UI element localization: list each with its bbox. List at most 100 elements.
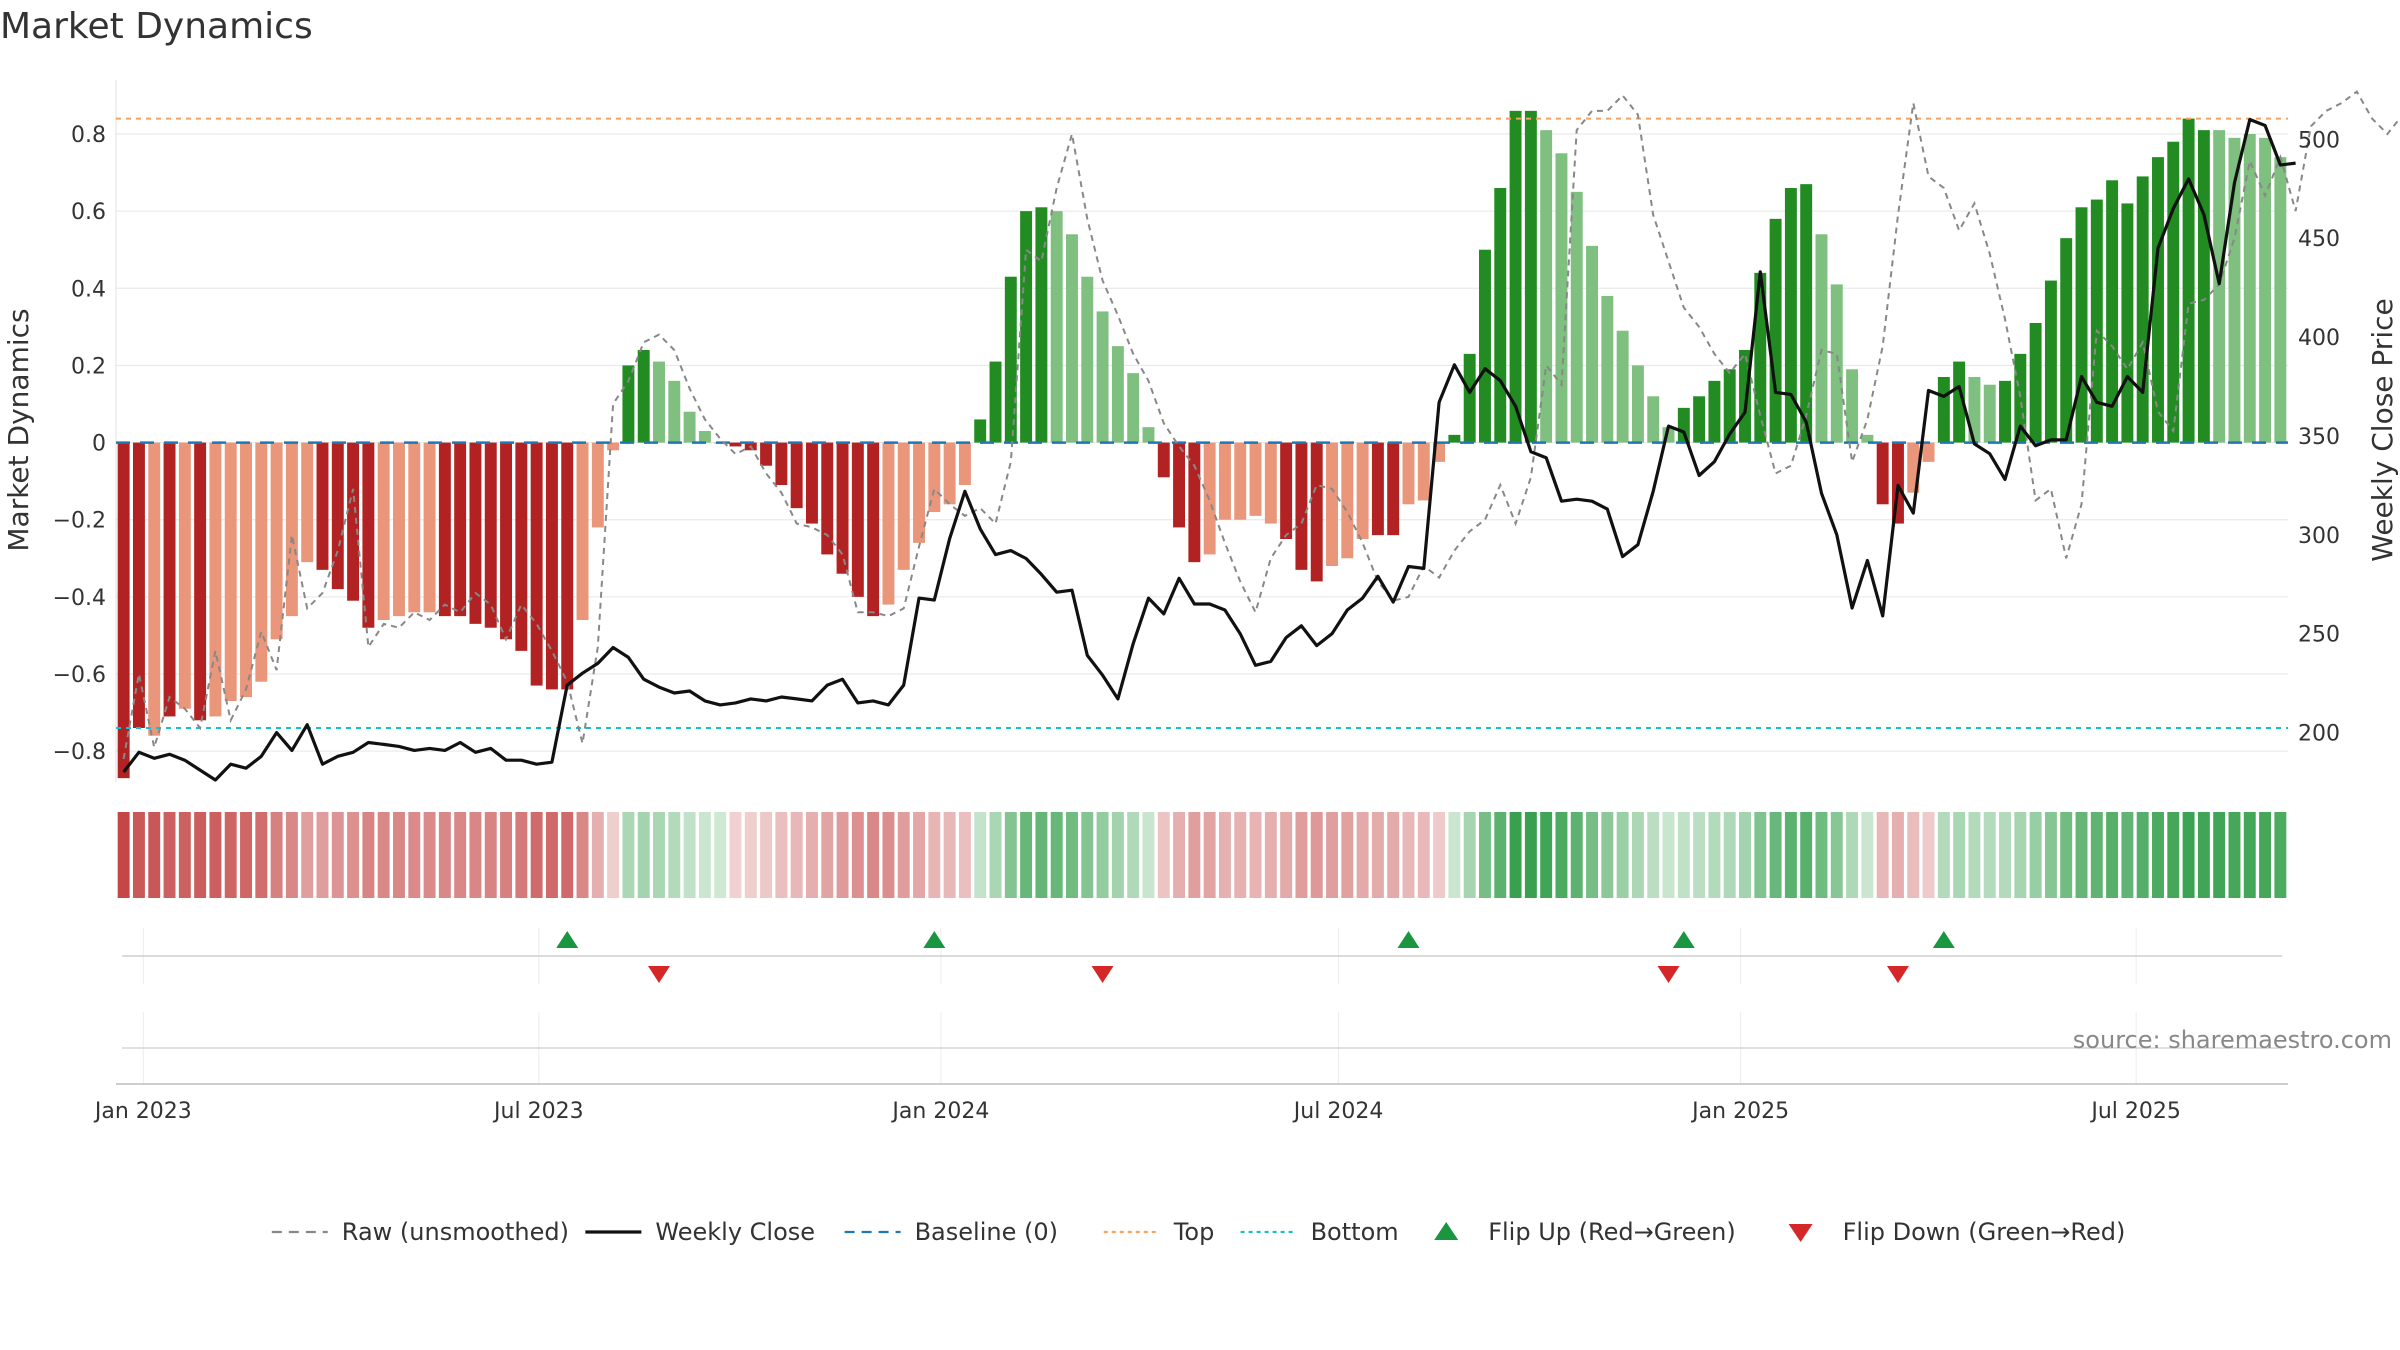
dynamics-bar [1570,191,1583,443]
regime-cell [438,812,451,898]
dynamics-bar [1509,110,1522,443]
legend-label: Raw (unsmoothed) [342,1218,569,1246]
left-tick-label: −0.6 [53,663,106,688]
regime-cell [698,812,711,898]
regime-cell [163,812,176,898]
flip-up-marker [556,931,579,948]
regime-cell [851,812,864,898]
dynamics-bar [148,442,161,736]
dynamics-bar [117,442,130,779]
dynamics-bar [1448,434,1461,443]
dynamics-bar [362,442,375,628]
dynamics-bar [500,442,513,640]
regime-cell [2167,812,2180,898]
regime-cell [285,812,298,898]
dynamics-bar [469,442,482,624]
regime-cell [1402,812,1415,898]
regime-cell [2090,812,2103,898]
right-tick-label: 400 [2298,326,2340,351]
regime-cell [2228,812,2241,898]
dynamics-bar [2167,141,2180,443]
regime-cell [637,812,650,898]
regime-cell [423,812,436,898]
dynamics-bar [653,361,665,443]
dynamics-bar [1861,434,1874,443]
regime-cell [1218,812,1231,898]
left-axis-title: Market Dynamics [2,308,35,551]
dynamics-bar [408,442,421,613]
dynamics-bar [347,442,360,601]
legend-swatch [1434,1222,1459,1240]
dynamics-bar [928,442,941,512]
regime-cell [500,812,513,898]
dynamics-bar [1188,442,1201,563]
regime-cell [1677,812,1690,898]
dynamics-bar [913,442,925,543]
regime-cell [653,812,665,898]
regime-cell [913,812,925,898]
dynamics-bar [2228,137,2241,443]
dynamics-bar [163,442,176,717]
regime-cell [1448,812,1461,898]
right-tick-label: 450 [2298,227,2340,252]
chart-title: Market Dynamics [0,6,313,47]
flip-down-marker [648,966,670,983]
regime-cell [821,812,834,898]
right-tick-label: 350 [2298,425,2340,450]
regime-cell [1754,812,1767,898]
dynamics-bar [2029,323,2042,443]
dynamics-bar [668,380,681,443]
regime-cell [607,812,620,898]
regime-cell [1708,812,1721,898]
dynamics-bar [1142,427,1155,443]
dynamics-bar [423,442,436,613]
dynamics-bar [683,411,696,443]
dynamics-bar [1402,442,1415,505]
legend-label: Weekly Close [655,1218,815,1246]
legend-item: Bottom [1240,1218,1399,1246]
flip-markers-panel [122,928,2282,984]
dynamics-bar [1830,284,1843,443]
regime-cell [882,812,895,898]
x-axis: Jan 2023 Jul 2023 Jan 2024 Jul 2024 Jan 2025… [93,1099,2181,1124]
dynamics-bar [1295,442,1308,570]
dynamics-bar [836,442,849,574]
regime-cell [1142,812,1155,898]
regime-cell [2274,812,2287,898]
regime-cell [1479,812,1491,898]
regime-cell [377,812,390,898]
regime-cell [1463,812,1476,898]
regime-cell [576,812,589,898]
regime-cell [790,812,803,898]
regime-cell [2014,812,2027,898]
dynamics-bar [132,442,145,728]
dynamics-bar [240,442,252,698]
regime-cell [1433,812,1446,898]
regime-cell [943,812,956,898]
regime-cell [1081,812,1094,898]
dynamics-bar [1249,442,1262,516]
dynamics-bar [545,442,558,690]
dynamics-bar [1035,207,1048,443]
regime-cell [1983,812,1996,898]
dynamics-bar [1310,442,1323,582]
regime-cell [1066,812,1078,898]
regime-cell [714,812,727,898]
left-tick-label: 0 [92,432,106,457]
dynamics-bar [1096,311,1109,443]
regime-cell [928,812,941,898]
dynamics-bar [438,442,451,617]
dynamics-bar [1876,442,1889,505]
dynamics-bar [790,442,803,509]
regime-cell [622,812,635,898]
dynamics-bar [484,442,497,628]
regime-cell [530,812,543,898]
legend-item: Weekly Close [585,1218,815,1246]
dynamics-bar [1433,442,1446,462]
regime-cell [148,812,161,898]
legend-label: Flip Down (Green→Red) [1843,1218,2126,1246]
regime-cell [1310,812,1323,898]
right-tick-label: 500 [2298,128,2340,153]
raw-line [122,90,2400,760]
left-tick-label: −0.4 [53,586,106,611]
